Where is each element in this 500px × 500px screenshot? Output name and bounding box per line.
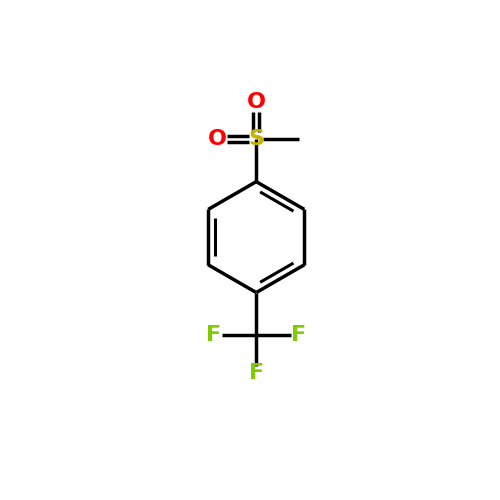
Text: S: S xyxy=(248,130,264,150)
Text: F: F xyxy=(248,364,264,384)
Text: O: O xyxy=(208,130,227,150)
Text: F: F xyxy=(291,325,306,345)
Text: O: O xyxy=(247,92,266,112)
Text: F: F xyxy=(206,325,222,345)
